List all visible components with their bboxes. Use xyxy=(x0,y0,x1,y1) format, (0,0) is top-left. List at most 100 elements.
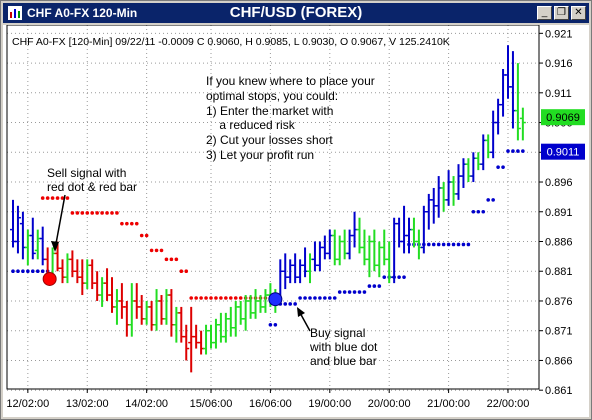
blue-stop-dot xyxy=(318,296,322,300)
buy-arrow xyxy=(297,307,311,332)
svg-text:and blue bar: and blue bar xyxy=(310,354,377,368)
blue-stop-dot xyxy=(461,242,466,247)
y-tick-label: 0.891 xyxy=(545,207,573,219)
svg-text:a reduced risk: a reduced risk xyxy=(206,118,296,132)
blue-stop-dot xyxy=(16,269,20,274)
y-tick-label: 0.881 xyxy=(545,266,573,278)
red-stop-dot xyxy=(159,248,164,253)
red-stop-dot xyxy=(154,248,159,253)
svg-text:Sell signal with: Sell signal with xyxy=(47,166,126,180)
blue-stop-dot xyxy=(456,242,461,247)
signal-markers xyxy=(42,271,283,307)
x-tick-label: 21/00:00 xyxy=(427,398,470,410)
x-tick-label: 16/06:00 xyxy=(249,398,292,410)
y-tick-label: 0.886 xyxy=(545,236,573,248)
blue-stop-dot xyxy=(323,296,327,300)
svg-text:Buy signal: Buy signal xyxy=(310,326,365,340)
blue-stop-dot xyxy=(521,149,525,153)
x-tick-label: 12/02:00 xyxy=(6,398,49,410)
y-axis: 0.861 0.866 0.871 0.876 0.881 0.886 0.891 0.896… xyxy=(539,28,573,397)
blue-stop-dot xyxy=(337,290,342,294)
blue-stop-dot xyxy=(397,275,401,279)
price-bar xyxy=(14,205,21,254)
red-stop-dot xyxy=(144,233,149,238)
svg-text:If you knew where to place you: If you knew where to place your xyxy=(206,74,375,88)
price-bar xyxy=(519,107,526,141)
red-stop-dot xyxy=(194,296,198,300)
blue-stop-dot xyxy=(283,302,288,306)
close-button[interactable]: ✕ xyxy=(571,6,586,20)
red-stop-dot xyxy=(209,296,213,300)
y-tick-label: 0.876 xyxy=(545,296,573,308)
svg-text:red dot & red bar: red dot & red bar xyxy=(47,180,137,194)
y-tick-label: 0.896 xyxy=(545,177,573,189)
blue-stop-dot xyxy=(367,284,372,288)
plot-frame xyxy=(6,25,540,390)
red-stop-dot xyxy=(229,296,233,300)
blue-stop-dot xyxy=(402,275,406,279)
blue-stop-dot xyxy=(491,198,495,202)
y-tick-label: 0.911 xyxy=(545,88,572,100)
red-stop-dot xyxy=(169,257,174,262)
blue-stop-dot xyxy=(466,242,471,247)
red-stop-dot xyxy=(105,211,109,215)
red-stop-dot xyxy=(50,196,55,200)
blue-stop-dot xyxy=(501,165,505,169)
red-stop-dot xyxy=(45,196,50,200)
x-tick-label: 14/02:00 xyxy=(125,398,168,410)
red-stop-dot xyxy=(95,211,99,215)
red-stop-dot xyxy=(139,233,144,238)
red-stop-dot xyxy=(125,221,129,226)
red-stop-dot xyxy=(70,211,75,215)
blue-stop-dot xyxy=(342,290,347,294)
x-tick-label: 19/00:00 xyxy=(308,398,351,410)
stop-level-label: 0.9011 xyxy=(541,143,585,160)
y-tick-label: 0.866 xyxy=(545,355,573,367)
blue-stop-dot xyxy=(40,269,45,274)
blue-stop-dot xyxy=(21,269,25,274)
red-stop-dot xyxy=(204,296,208,300)
blue-stop-dot xyxy=(377,284,382,288)
red-stop-dot xyxy=(134,221,139,226)
x-tick-label: 15/06:00 xyxy=(190,398,233,410)
red-stop-dot xyxy=(100,211,104,215)
svg-text:0.9069: 0.9069 xyxy=(546,112,580,124)
blue-stop-dot xyxy=(288,302,293,306)
x-axis: 12/02:00 13/02:00 14/02:00 15/06:00 16/06:00… xyxy=(6,389,529,410)
red-stop-dot xyxy=(174,257,179,262)
blue-stop-dot xyxy=(31,269,35,274)
minimize-button[interactable]: _ xyxy=(537,6,552,20)
svg-text:2) Cut your losses short: 2) Cut your losses short xyxy=(206,133,333,147)
chart-app-icon xyxy=(8,6,22,20)
blue-stop-dot xyxy=(298,296,302,300)
title-bar[interactable]: CHF A0-FX 120-Min CHF/USD (FOREX) _ ❐ ✕ xyxy=(3,3,589,23)
red-stop-dot xyxy=(233,296,238,300)
red-stop-dot xyxy=(120,221,124,226)
sell-arrow xyxy=(51,194,66,252)
red-stop-dot xyxy=(110,211,114,215)
red-stop-dot xyxy=(40,196,45,200)
price-bar xyxy=(183,324,190,361)
red-stop-dot xyxy=(80,211,85,215)
y-tick-label: 0.871 xyxy=(545,326,573,338)
blue-stop-dot xyxy=(352,290,357,294)
blue-stop-dot xyxy=(506,149,510,153)
buy-signal-dot xyxy=(268,292,283,307)
restore-button[interactable]: ❐ xyxy=(554,6,569,20)
red-stop-dot xyxy=(130,221,134,226)
blue-stop-dot xyxy=(471,209,476,214)
blue-stop-dot xyxy=(362,290,367,294)
price-chart[interactable]: 0.861 0.866 0.871 0.876 0.881 0.886 0.891 0.896… xyxy=(3,25,589,417)
sell-signal-dot xyxy=(42,271,57,286)
red-stop-dot xyxy=(189,296,193,300)
svg-text:3) Let your profit run: 3) Let your profit run xyxy=(206,148,314,162)
blue-stop-dot xyxy=(293,302,297,306)
blue-stop-dot xyxy=(332,296,337,300)
red-stop-dot xyxy=(238,296,243,300)
red-stop-dot xyxy=(179,269,184,274)
sell-annotation: Sell signal with red dot & red bar xyxy=(47,166,137,194)
blue-stop-dot xyxy=(35,269,40,274)
blue-stop-dot xyxy=(496,165,500,169)
blue-stop-dot xyxy=(328,296,332,300)
